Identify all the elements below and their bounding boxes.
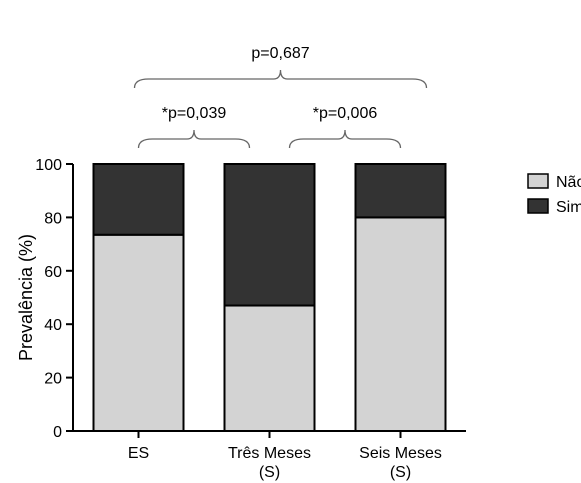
legend-swatch-sim	[527, 198, 549, 214]
x-tick-label: (S)	[390, 464, 411, 481]
y-tick-label: 20	[44, 371, 62, 388]
x-tick-label: (S)	[259, 464, 280, 481]
significance-brace	[137, 129, 251, 149]
bar-não-0	[92, 233, 185, 432]
y-tick-label: 60	[44, 264, 62, 281]
y-tick-label: 80	[44, 210, 62, 227]
significance-brace	[288, 129, 402, 149]
y-axis-label: Prevalência (%)	[16, 234, 36, 361]
p-value-label: *p=0,039	[162, 105, 227, 122]
bar-sim-0	[92, 163, 185, 236]
bar-não-2	[354, 216, 447, 432]
x-tick-label: ES	[128, 445, 149, 462]
legend-label: Não	[556, 174, 581, 191]
y-tick-label: 0	[53, 424, 62, 441]
y-tick-label: 40	[44, 317, 62, 334]
p-value-label: p=0,687	[251, 45, 309, 62]
bar-sim-2	[354, 163, 447, 219]
p-value-label: *p=0,006	[313, 105, 378, 122]
x-tick-label: Três Meses	[228, 445, 311, 462]
y-tick-label: 100	[35, 157, 62, 174]
bar-sim-1	[223, 163, 316, 307]
bar-não-1	[223, 304, 316, 433]
legend-label: Sim	[556, 199, 581, 216]
significance-brace	[133, 69, 428, 89]
legend-swatch-não	[527, 173, 549, 189]
x-tick-label: Seis Meses	[359, 445, 442, 462]
